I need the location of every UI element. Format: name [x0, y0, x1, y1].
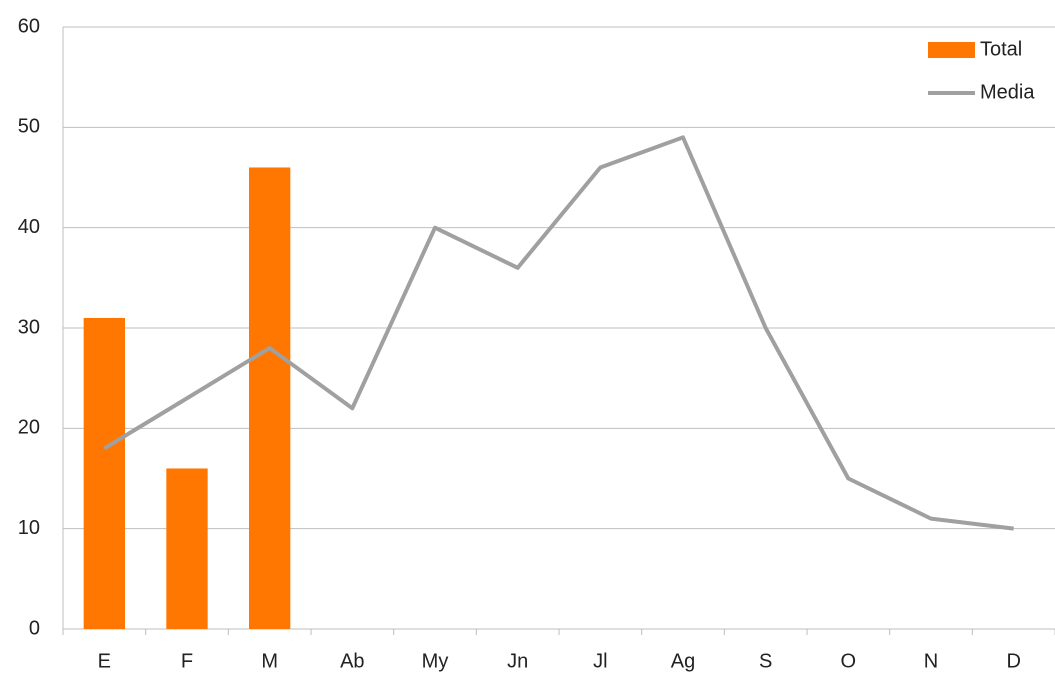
legend-swatch [928, 42, 975, 58]
y-tick-label: 40 [18, 216, 40, 238]
x-tick-label: Ag [671, 650, 695, 672]
y-tick-label: 60 [18, 15, 40, 37]
x-tick-label: Ab [340, 650, 364, 672]
y-tick-label: 50 [18, 116, 40, 138]
legend-label: Total [980, 38, 1022, 60]
bar [166, 468, 208, 629]
line [103, 135, 1014, 531]
legend-label: Media [980, 81, 1035, 103]
x-tick-label: N [924, 650, 938, 672]
y-tick-label: 10 [18, 517, 40, 539]
x-tick-label: E [98, 650, 111, 672]
x-tick-label: S [759, 650, 772, 672]
x-tick-label: O [841, 650, 857, 672]
x-tick-label: My [422, 650, 449, 672]
x-tick-label: Jn [507, 650, 528, 672]
y-tick-label: 30 [18, 316, 40, 338]
y-tick-label: 0 [29, 617, 40, 639]
bar [249, 167, 291, 629]
x-tick-label: D [1006, 650, 1020, 672]
y-tick-label: 20 [18, 417, 40, 439]
x-tick-label: F [181, 650, 193, 672]
bar [83, 317, 125, 629]
x-tick-label: M [261, 650, 278, 672]
x-tick-label: Jl [593, 650, 607, 672]
